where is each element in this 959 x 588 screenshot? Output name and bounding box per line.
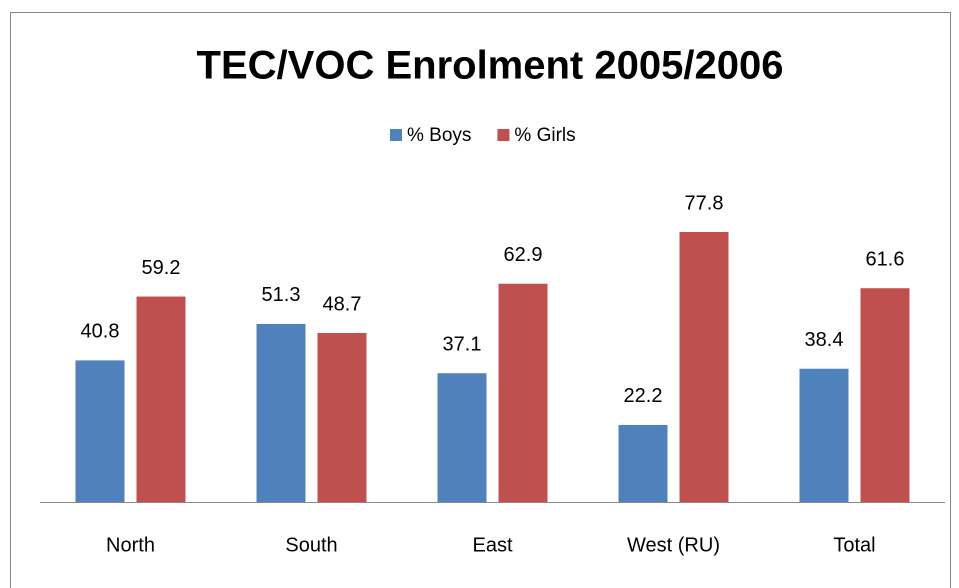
- data-label: 59.2: [142, 257, 181, 279]
- data-label: 62.9: [504, 244, 543, 266]
- bar: [136, 296, 186, 502]
- bar: [799, 368, 849, 502]
- legend-swatch: [390, 129, 402, 141]
- legend-label: % Boys: [407, 125, 471, 146]
- x-tick-label: West (RU): [627, 534, 720, 556]
- bar: [679, 232, 729, 502]
- data-label: 40.8: [81, 321, 120, 343]
- x-tick-label: North: [106, 534, 155, 556]
- bar: [498, 283, 548, 502]
- bar: [256, 323, 306, 502]
- chart-title: TEC/VOC Enrolment 2005/2006: [197, 44, 784, 88]
- data-label: 51.3: [262, 284, 301, 306]
- bar: [860, 288, 910, 502]
- x-tick-label: East: [472, 534, 512, 556]
- legend-swatch: [497, 129, 510, 141]
- data-label: 22.2: [624, 385, 663, 407]
- bar: [317, 332, 367, 502]
- data-label: 77.8: [685, 192, 724, 214]
- data-label: 48.7: [323, 293, 362, 315]
- data-label: 37.1: [443, 334, 482, 356]
- x-tick-label: South: [285, 534, 337, 556]
- bar: [618, 424, 668, 502]
- bar: [75, 360, 125, 502]
- data-label: 38.4: [805, 329, 844, 351]
- x-tick-label: Total: [833, 534, 875, 556]
- bar: [437, 373, 487, 502]
- legend-label: % Girls: [514, 125, 575, 146]
- data-label: 61.6: [866, 249, 905, 271]
